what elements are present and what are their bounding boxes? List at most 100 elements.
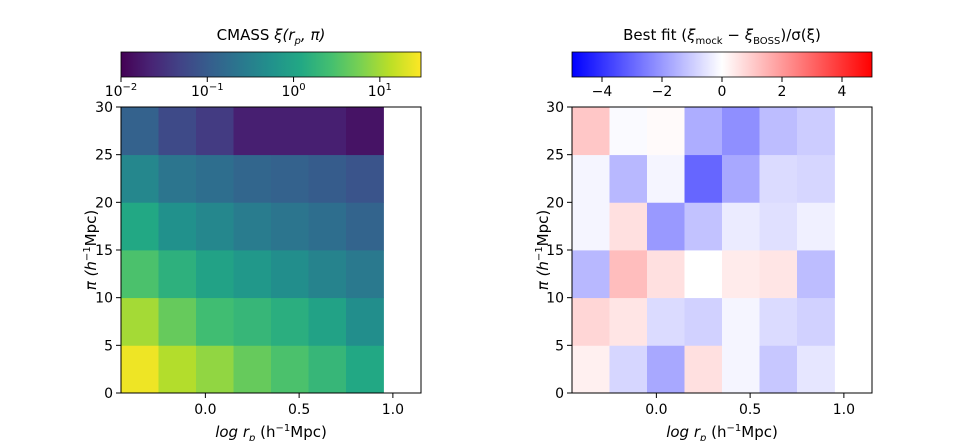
right-heatmap-cell bbox=[609, 345, 648, 394]
left-heatmap-cell bbox=[158, 107, 197, 156]
right-colorbar-title: Best fit (ξmock − ξBOSS)/σ(ξ) bbox=[623, 26, 821, 47]
left-x-tick-label: 1.0 bbox=[382, 402, 404, 418]
left-heatmap-cell bbox=[158, 250, 197, 299]
right-y-tick-label: 25 bbox=[546, 148, 564, 164]
left-heatmap-cell bbox=[121, 154, 159, 203]
left-y-tick-label: 5 bbox=[104, 338, 113, 354]
right-x-tick-label: 1.0 bbox=[833, 402, 855, 418]
right-heatmap-cell bbox=[722, 250, 760, 299]
right-panel: Best fit (ξmock − ξBOSS)/σ(ξ) −4 −2 0 2 4 0.… bbox=[534, 26, 873, 441]
left-heatmap-cell bbox=[158, 345, 197, 394]
right-heatmap-cell bbox=[572, 297, 610, 346]
right-heatmap-cell bbox=[797, 297, 835, 346]
right-heatmap-cell bbox=[684, 202, 723, 251]
right-y-tick-label: 15 bbox=[546, 243, 564, 259]
left-heatmap-cell bbox=[308, 250, 347, 299]
right-heatmap-cell bbox=[722, 297, 760, 346]
left-heatmap-cell bbox=[196, 345, 234, 394]
right-heatmap-cell bbox=[684, 250, 723, 299]
left-colorbar bbox=[120, 51, 422, 78]
right-heatmap-cell bbox=[797, 154, 835, 203]
right-heatmap-cell bbox=[609, 202, 648, 251]
right-heatmap-cell bbox=[722, 345, 760, 394]
left-panel: CMASS ξ(rp, π) 10−2 10−1 100 101 0.0 0.5 1.0 … bbox=[82, 26, 422, 441]
left-heatmap-cell bbox=[346, 202, 384, 251]
right-heatmap-cell bbox=[722, 154, 760, 203]
left-heatmap-cell bbox=[346, 107, 384, 156]
left-heatmap-cell bbox=[308, 154, 347, 203]
right-heatmap-cell bbox=[609, 154, 648, 203]
right-y-ticks: 0 5 10 15 20 25 30 bbox=[546, 100, 572, 402]
left-x-axis-label: log rp (h−1Mpc) bbox=[215, 423, 327, 441]
left-heatmap-cell bbox=[196, 154, 234, 203]
right-heatmap-cell bbox=[647, 250, 685, 299]
left-y-tick-label: 0 bbox=[104, 386, 113, 402]
right-heatmap-cell bbox=[647, 154, 685, 203]
left-colorbar-tick-label: 10−2 bbox=[105, 82, 138, 100]
left-heatmap-cell bbox=[271, 345, 309, 394]
right-heatmap-cell bbox=[684, 297, 723, 346]
left-heatmap-cell bbox=[233, 154, 272, 203]
left-heatmap-cells bbox=[121, 107, 384, 394]
left-heatmap-cell bbox=[346, 154, 384, 203]
left-heatmap-cell bbox=[346, 250, 384, 299]
left-y-tick-label: 30 bbox=[95, 100, 113, 116]
right-y-tick-label: 30 bbox=[546, 100, 564, 116]
left-heatmap-cell bbox=[271, 297, 309, 346]
left-heatmap-cell bbox=[308, 107, 347, 156]
left-heatmap-cell bbox=[233, 297, 272, 346]
right-heatmap-cell bbox=[797, 107, 835, 156]
right-heatmap-cell bbox=[609, 107, 648, 156]
left-x-tick-label: 0.0 bbox=[194, 402, 216, 418]
right-heatmap-cell bbox=[759, 345, 798, 394]
right-heatmap-cell bbox=[722, 107, 760, 156]
left-colorbar-tick-label: 101 bbox=[368, 82, 392, 100]
right-heatmap-cell bbox=[759, 154, 798, 203]
left-heatmap-cell bbox=[196, 107, 234, 156]
left-heatmap-cell bbox=[158, 154, 197, 203]
right-y-tick-label: 5 bbox=[555, 338, 564, 354]
left-heatmap-cell bbox=[121, 345, 159, 394]
right-heatmap-cell bbox=[722, 202, 760, 251]
right-y-tick-label: 20 bbox=[546, 195, 564, 211]
right-heatmap-cell bbox=[647, 297, 685, 346]
right-y-axis-label: π (h−1Mpc) bbox=[534, 210, 552, 290]
right-colorbar bbox=[571, 51, 873, 78]
left-heatmap-cell bbox=[121, 107, 159, 156]
left-heatmap-cell bbox=[233, 250, 272, 299]
right-heatmap-cell bbox=[759, 107, 798, 156]
left-colorbar-tick-label: 10−1 bbox=[191, 82, 224, 100]
left-heatmap-cell bbox=[308, 202, 347, 251]
left-x-tick-label: 0.5 bbox=[288, 402, 310, 418]
left-y-tick-label: 15 bbox=[95, 243, 113, 259]
left-y-tick-label: 10 bbox=[95, 291, 113, 307]
right-heatmap-cell bbox=[572, 154, 610, 203]
left-heatmap-cell bbox=[233, 202, 272, 251]
right-colorbar-ticks: −4 −2 0 2 4 bbox=[592, 77, 847, 100]
right-y-tick-label: 10 bbox=[546, 291, 564, 307]
right-x-tick-label: 0.5 bbox=[739, 402, 761, 418]
right-x-tick-label: 0.0 bbox=[645, 402, 667, 418]
right-heatmap-cell bbox=[572, 250, 610, 299]
left-colorbar-tick-label: 100 bbox=[281, 82, 305, 100]
left-heatmap-cell bbox=[158, 202, 197, 251]
right-heatmap-cell bbox=[609, 250, 648, 299]
left-heatmap-cell bbox=[271, 202, 309, 251]
right-y-tick-label: 0 bbox=[555, 386, 564, 402]
left-x-ticks: 0.0 0.5 1.0 bbox=[194, 393, 404, 418]
right-heatmap-cell bbox=[647, 202, 685, 251]
left-heatmap-cell bbox=[271, 154, 309, 203]
right-heatmap-cell bbox=[572, 107, 610, 156]
right-heatmap-cell bbox=[572, 345, 610, 394]
left-heatmap-cell bbox=[308, 345, 347, 394]
right-heatmap-cell bbox=[797, 202, 835, 251]
left-y-axis-label: π (h−1Mpc) bbox=[82, 210, 100, 290]
left-heatmap-cell bbox=[158, 297, 197, 346]
right-heatmap-cell bbox=[647, 345, 685, 394]
left-heatmap-cell bbox=[233, 107, 272, 156]
right-x-axis-label: log rp (h−1Mpc) bbox=[666, 423, 778, 441]
right-colorbar-tick-label: −4 bbox=[592, 84, 613, 100]
left-heatmap-cell bbox=[271, 250, 309, 299]
right-heatmap-cell bbox=[797, 345, 835, 394]
right-heatmap-cell bbox=[684, 345, 723, 394]
